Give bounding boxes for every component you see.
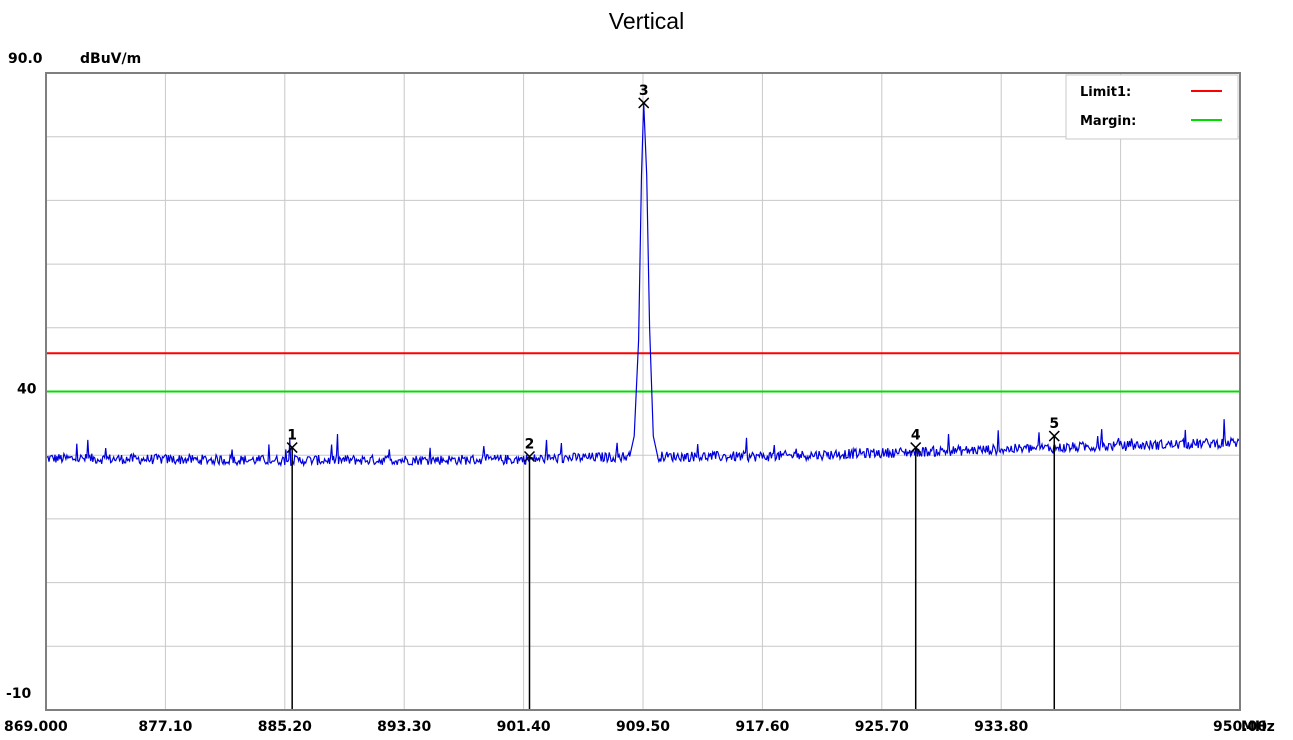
marker-label: 1 [287, 428, 297, 444]
x-tick-label: 909.50 [616, 719, 670, 735]
y-tick-label: -10 [6, 686, 32, 702]
trace-line [45, 102, 1241, 468]
marker-label: 5 [1049, 416, 1059, 432]
marker-label: 2 [525, 436, 535, 452]
x-tick-label: 917.60 [735, 719, 789, 735]
x-tick-label: 901.40 [497, 719, 551, 735]
limit-lines [46, 352, 1240, 393]
y-tick-label: 90.0 [8, 51, 43, 67]
legend: Limit1: Margin: [1065, 74, 1239, 140]
marker-x [523, 450, 536, 463]
marker-2: 2 [523, 436, 536, 710]
legend-label: Margin: [1080, 114, 1136, 129]
x-axis: 869.000 877.10 885.20 893.30 901.40 909.50 917… [4, 719, 1275, 735]
marker-x [286, 442, 298, 454]
x-tick-label: 877.10 [138, 719, 192, 735]
marker-label: 4 [911, 428, 921, 444]
marker-3: 3 [638, 83, 650, 109]
x-tick-label: 885.20 [258, 719, 312, 735]
marker-1: 1 [286, 428, 298, 710]
marker-label: 3 [639, 83, 649, 99]
x-tick-label: 950.00 [1213, 719, 1267, 735]
marker-4: 4 [910, 428, 922, 710]
chart-title: Vertical [608, 8, 685, 34]
y-unit-label: dBuV/m [80, 51, 141, 67]
x-tick-label: 933.80 [974, 719, 1028, 735]
y-tick-label: 40 [17, 382, 37, 398]
marker-x [638, 97, 650, 109]
marker-x [910, 442, 922, 454]
x-tick-label: 893.30 [377, 719, 431, 735]
marker-5: 5 [1048, 416, 1060, 710]
y-axis: 90.0 dBuV/m 40 -10 [6, 51, 141, 702]
legend-label: Limit1: [1080, 85, 1131, 100]
x-unit-label: MHz [1241, 719, 1275, 735]
plot-frame [45, 72, 1241, 711]
x-tick-label: 925.70 [855, 719, 909, 735]
x-tick-label: 869.000 [4, 719, 68, 735]
marker-x [1048, 430, 1060, 442]
marker-layer: 1 2 3 4 5 [286, 83, 1060, 710]
trace-layer [45, 102, 1241, 468]
legend-box [1065, 74, 1239, 140]
